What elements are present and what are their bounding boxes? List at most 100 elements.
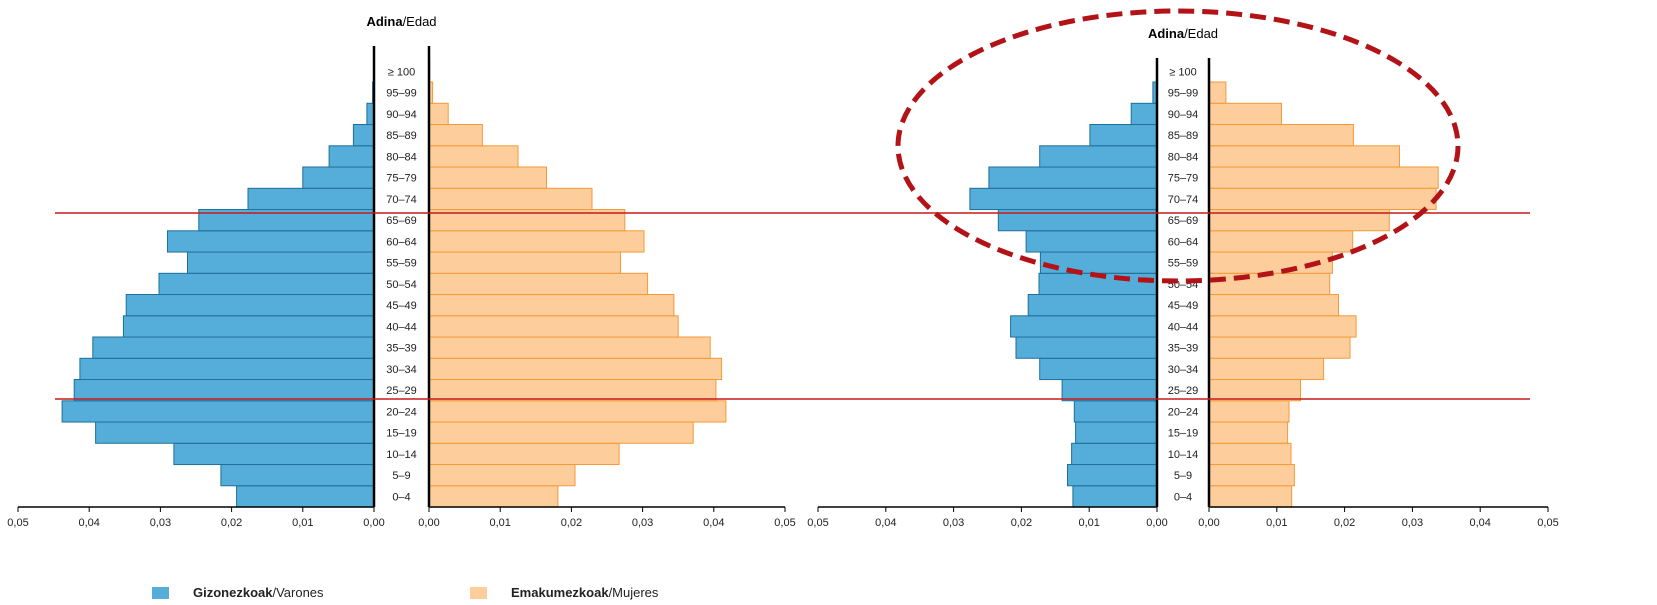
x-tick-label-left-1: 0,04 [78,517,99,529]
bar-female-0 [428,485,559,508]
bar-female-7 [1208,336,1351,359]
bar-male-14 [247,187,375,211]
category-label-15: 75–79 [386,173,417,185]
x-tick-label-right-1: 0,01 [1266,517,1287,529]
bar-female-18 [1208,102,1282,126]
bar-female-2 [1208,442,1292,466]
category-label-18: 90–94 [386,109,417,121]
bar-female-17 [428,124,483,147]
bar-female-8 [428,315,679,338]
x-tick-label-left-4: 0,01 [292,517,313,529]
category-label-9: 45–49 [1168,300,1199,312]
bar-male-7 [92,336,375,359]
bar-male-16 [328,145,375,168]
bar-male-7 [1015,336,1158,359]
bar-male-0 [1072,485,1158,508]
category-label-13: 65–69 [1168,215,1199,227]
bar-female-9 [428,294,675,317]
x-tick-label-left-4: 0,01 [1078,517,1099,529]
legend-swatch-male [152,586,169,599]
bar-male-1 [1067,464,1158,487]
bar-female-5 [1208,379,1301,402]
x-tick-label-right-5: 0,05 [1537,517,1558,529]
highlight-ellipse [895,8,1461,284]
bar-female-19 [1208,81,1227,104]
bar-male-9 [1027,294,1158,317]
bar-male-17 [1089,124,1158,147]
category-axis-title: Adina/Edad [366,14,436,29]
category-label-20: ≥ 100 [388,66,415,78]
x-tick-label-right-1: 0,01 [489,517,510,529]
category-label-11: 55–59 [1168,258,1199,270]
legend-swatch-female [470,586,487,599]
category-label-2: 10–14 [1168,449,1199,461]
bar-female-15 [428,166,547,189]
x-tick-label-right-2: 0,02 [561,517,582,529]
x-tick-label-left-0: 0,05 [7,517,28,529]
category-label-7: 35–39 [1168,343,1199,355]
bar-male-6 [1039,357,1158,381]
category-label-16: 80–84 [386,151,417,163]
bar-female-0 [1208,485,1293,508]
category-label-10: 50–54 [386,279,417,291]
x-tick-label-left-3: 0,02 [221,517,242,529]
bar-female-6 [428,357,723,381]
bar-female-3 [1208,421,1289,444]
x-tick-label-left-0: 0,05 [807,517,828,529]
category-label-8: 40–44 [386,321,417,333]
bar-male-3 [1075,421,1158,444]
bar-male-15 [302,166,375,189]
bar-female-2 [428,442,620,466]
category-label-17: 85–89 [386,130,417,142]
bar-female-6 [1208,357,1325,381]
x-tick-label-left-5: 0,00 [363,517,384,529]
legend-label-male-bold: Gizonezkoak [193,585,273,600]
category-label-17: 85–89 [1168,130,1199,142]
bar-male-1 [220,464,375,487]
legend-label-male-rest: /Varones [272,585,324,600]
bar-female-1 [1208,464,1295,487]
x-tick-label-left-2: 0,03 [943,517,964,529]
category-label-4: 20–24 [386,406,417,418]
bar-female-4 [1208,400,1290,423]
category-label-13: 65–69 [386,215,417,227]
bar-female-10 [428,272,649,296]
bar-male-5 [1061,379,1158,402]
legend-item-female: Emakumezkoak/Mujeres [470,585,658,600]
bar-female-3 [428,421,694,444]
category-label-16: 80–84 [1168,151,1199,163]
bar-female-4 [428,400,727,423]
category-label-5: 25–29 [1168,385,1199,397]
bar-male-9 [125,294,375,317]
bar-male-5 [73,379,375,402]
bar-female-9 [1208,294,1339,317]
bar-male-6 [79,357,375,381]
x-tick-label-right-5: 0,05 [774,517,795,529]
bar-female-12 [428,230,645,253]
bar-female-5 [428,379,717,402]
category-label-0: 0–4 [1174,491,1192,503]
x-tick-label-right-0: 0,00 [418,517,439,529]
bar-female-12 [1208,230,1354,253]
bar-male-0 [236,485,375,508]
x-tick-label-left-3: 0,02 [1011,517,1032,529]
pyramid-chart-1: 0–4 5–9 10–14 15–19 20–24 25–29 30–34 35–39 40–4… [7,14,795,529]
x-tick-label-right-4: 0,04 [703,517,724,529]
pyramid-chart-2: 0–4 5–9 10–14 15–19 20–24 25–29 30–34 35–39 40–4… [807,26,1558,529]
category-label-14: 70–74 [1168,194,1199,206]
category-label-12: 60–64 [1168,236,1199,248]
bar-male-15 [988,166,1158,189]
category-label-15: 75–79 [1168,173,1199,185]
bar-male-8 [1010,315,1158,338]
category-label-1: 5–9 [1174,470,1192,482]
bar-male-12 [1025,230,1158,253]
category-label-6: 30–34 [1168,364,1199,376]
bar-female-7 [428,336,711,359]
bar-male-14 [969,187,1158,211]
category-label-2: 10–14 [386,449,417,461]
x-tick-label-right-3: 0,03 [1402,517,1423,529]
category-label-19: 95–99 [1168,88,1199,100]
bar-male-10 [158,272,375,296]
category-label-5: 25–29 [386,385,417,397]
